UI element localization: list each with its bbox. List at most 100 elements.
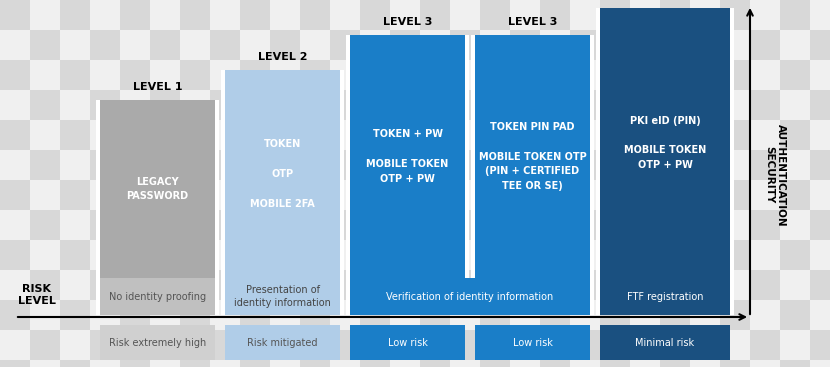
Bar [720,30,750,60]
Bar [210,270,240,300]
Bar [360,30,390,60]
Text: Verification of identity information: Verification of identity information [387,291,554,302]
Bar [750,330,780,360]
Bar [420,60,450,90]
Bar [30,90,60,120]
Bar [0,240,30,270]
Bar [210,240,240,270]
Bar [690,60,720,90]
Bar [480,210,510,240]
Bar [240,180,270,210]
Bar [150,300,180,330]
Bar [150,90,180,120]
Bar [420,150,450,180]
Bar [750,30,780,60]
Bar [471,35,475,278]
Bar [360,210,390,240]
Bar [600,90,630,120]
Bar [30,60,60,90]
Bar [330,180,360,210]
Bar [360,180,390,210]
Bar [90,330,120,360]
Bar [720,0,750,30]
Bar [360,330,390,360]
Bar [750,0,780,30]
Bar [270,300,300,330]
Bar [300,180,330,210]
Bar [420,300,450,330]
Text: No identity proofing: No identity proofing [109,291,206,302]
Bar [120,30,150,60]
Bar [600,120,630,150]
Bar [590,278,594,315]
Bar [120,300,150,330]
Bar [270,120,300,150]
Bar [240,240,270,270]
Bar [360,360,390,367]
Bar [0,210,30,240]
Bar [510,300,540,330]
Bar [60,360,90,367]
Bar [90,270,120,300]
Bar [810,210,830,240]
Bar [690,150,720,180]
Bar [810,120,830,150]
Bar [270,240,300,270]
Bar [330,240,360,270]
Bar [660,60,690,90]
Bar [0,360,30,367]
Bar [390,90,420,120]
Bar [0,30,30,60]
Bar [600,330,630,360]
Bar [240,270,270,300]
Bar [690,330,720,360]
Text: RISK
LEVEL: RISK LEVEL [18,284,56,306]
Text: LEVEL 3: LEVEL 3 [508,17,557,27]
Bar [630,360,660,367]
Bar [510,270,540,300]
Bar [720,60,750,90]
Bar [30,210,60,240]
Bar [420,120,450,150]
Bar [750,60,780,90]
Bar [660,0,690,30]
Bar [90,0,120,30]
Bar [810,300,830,330]
Bar [60,150,90,180]
Bar [750,270,780,300]
Bar [780,300,810,330]
Bar [90,150,120,180]
Bar [570,210,600,240]
Bar [300,120,330,150]
Bar [180,270,210,300]
Bar [210,210,240,240]
Bar [60,210,90,240]
Bar [480,90,510,120]
Bar [660,150,690,180]
Bar [630,270,660,300]
Bar [630,120,660,150]
Bar [510,210,540,240]
Bar [480,270,510,300]
Bar [30,330,60,360]
Bar [690,240,720,270]
Bar [510,30,540,60]
Bar [450,120,480,150]
Bar [30,270,60,300]
Bar [570,270,600,300]
Bar [570,30,600,60]
Bar [390,120,420,150]
Bar [210,120,240,150]
Text: Risk mitigated: Risk mitigated [247,338,318,348]
Bar [350,278,590,315]
Bar [180,180,210,210]
Bar [730,8,734,278]
Bar [240,90,270,120]
Bar [30,180,60,210]
Bar [600,210,630,240]
Bar [270,330,300,360]
Bar [120,210,150,240]
Bar [96,278,100,315]
Text: TOKEN PIN PAD

MOBILE TOKEN OTP
(PIN + CERTIFIED
TEE OR SE): TOKEN PIN PAD MOBILE TOKEN OTP (PIN + CE… [479,122,586,191]
Bar [330,90,360,120]
